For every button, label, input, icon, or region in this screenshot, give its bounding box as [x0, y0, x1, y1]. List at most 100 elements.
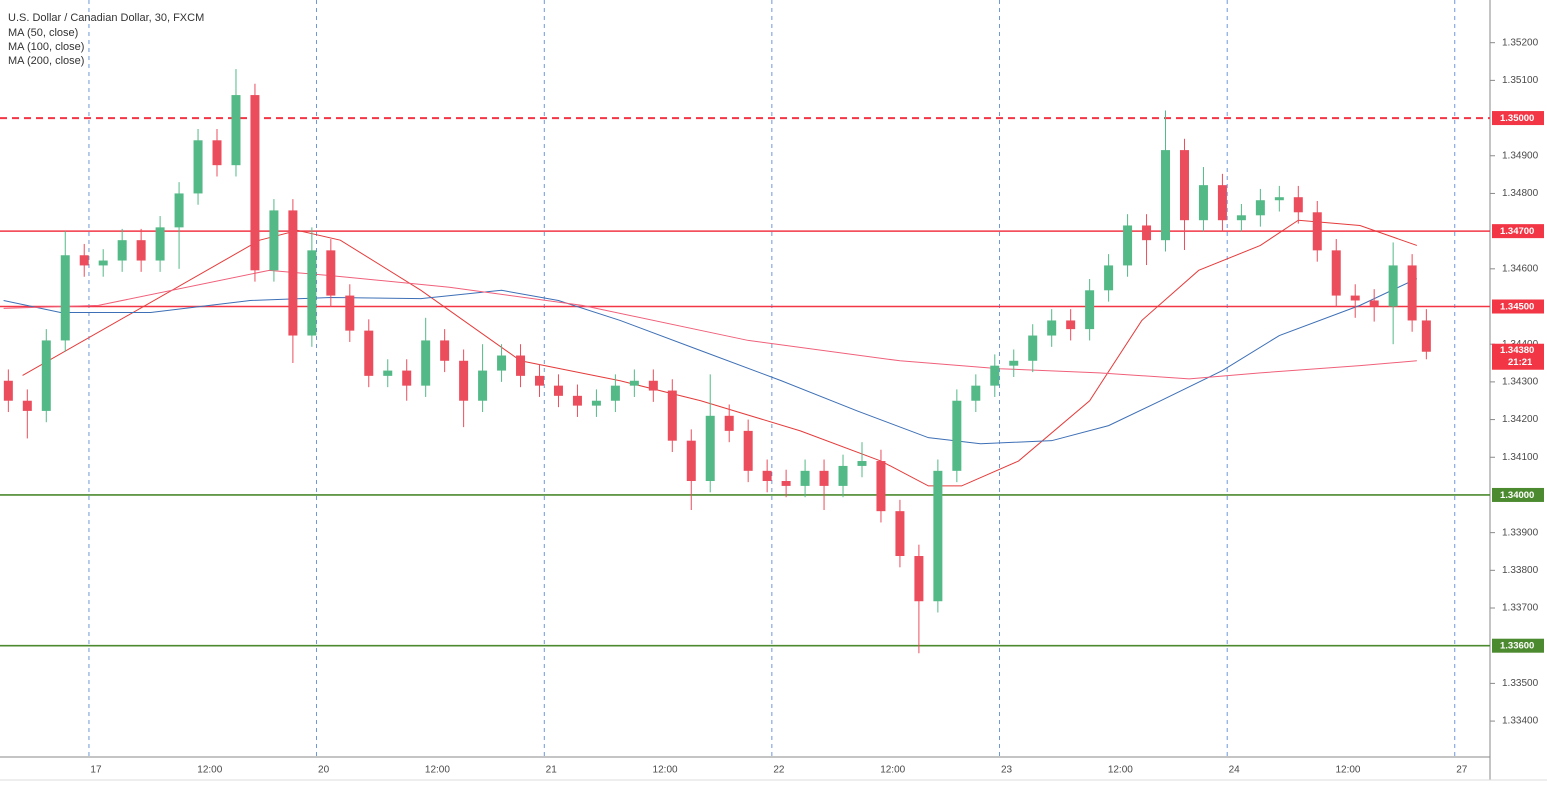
y-tick-label: 1.33900	[1502, 527, 1539, 538]
level-label-box	[1492, 299, 1544, 314]
y-tick-label: 1.33700	[1502, 603, 1539, 614]
y-tick-label: 1.35200	[1502, 37, 1539, 48]
moving-average-line	[3, 278, 1418, 445]
candle-body	[629, 380, 639, 386]
candle-body	[933, 470, 943, 602]
candle-body	[876, 461, 886, 512]
candle-body	[1028, 335, 1038, 361]
y-tick-label: 1.34600	[1502, 263, 1539, 274]
y-tick-label: 1.34800	[1502, 188, 1539, 199]
y-tick-label: 1.34300	[1502, 377, 1539, 388]
candle-body	[838, 465, 848, 486]
candle-body	[288, 210, 298, 336]
candle-body	[1407, 265, 1417, 321]
candle-body	[1350, 295, 1360, 301]
candle-body	[952, 400, 962, 471]
candle-body	[686, 440, 696, 482]
countdown-label: 21:21	[1508, 357, 1533, 368]
last-price-box	[1492, 343, 1544, 370]
y-tick-label: 1.33800	[1502, 565, 1539, 576]
x-tick-label: 22	[773, 765, 785, 776]
x-tick-label: 20	[318, 765, 330, 776]
candle-body	[41, 340, 51, 411]
moving-average-line	[3, 269, 1417, 380]
y-tick-label: 1.34900	[1502, 150, 1539, 161]
candle-body	[269, 210, 279, 271]
x-tick-label: 12:00	[1108, 765, 1133, 776]
x-tick-label: 17	[90, 765, 102, 776]
candle-body	[743, 430, 753, 471]
legend-entry: MA (200, close)	[8, 55, 84, 67]
candle-body	[667, 390, 677, 441]
candle-body	[762, 470, 772, 482]
level-label-box	[1492, 111, 1544, 126]
axes: 17 12:00 20 12:00 21 12:00 22 12:00 23 12:00 24 12:…	[90, 37, 1544, 776]
candle-body	[1388, 265, 1398, 307]
level-label: 1.35000	[1500, 113, 1534, 124]
candle-body	[705, 415, 715, 482]
candle-body	[307, 250, 317, 336]
x-tick-label: 23	[1001, 765, 1013, 776]
candle-body	[1161, 150, 1171, 241]
level-label: 1.34700	[1500, 226, 1534, 237]
y-tick-label: 1.34100	[1502, 452, 1539, 463]
candle-body	[648, 380, 658, 391]
candle-body	[1369, 300, 1379, 307]
candle-body	[535, 375, 545, 386]
candle-body	[98, 260, 108, 266]
candle-body	[1217, 185, 1227, 221]
candle-body	[345, 295, 355, 331]
candle-body	[478, 370, 488, 401]
candle-body	[117, 240, 127, 261]
candle-body	[971, 385, 981, 401]
candle-body	[497, 355, 507, 371]
x-tick-label: 12:00	[653, 765, 678, 776]
candle-body	[1293, 197, 1303, 213]
y-tick-label: 1.33500	[1502, 678, 1539, 689]
candle-body	[516, 355, 526, 376]
level-label: 1.33600	[1500, 641, 1534, 652]
candle-body	[231, 95, 241, 166]
candles	[3, 69, 1431, 654]
candle-body	[1274, 197, 1284, 201]
candle-body	[895, 511, 905, 557]
candle-body	[572, 395, 582, 406]
candle-body	[1009, 360, 1019, 366]
candle-body	[1198, 185, 1208, 221]
chart-title: U.S. Dollar / Canadian Dollar, 30, FXCM	[8, 12, 204, 24]
candle-body	[914, 556, 924, 602]
x-tick-label: 12:00	[880, 765, 905, 776]
y-tick-label: 1.35100	[1502, 75, 1539, 86]
candle-body	[402, 370, 412, 386]
candle-body	[724, 415, 734, 431]
x-tick-label: 12:00	[1335, 765, 1360, 776]
candle-body	[60, 255, 70, 341]
candle-body	[610, 385, 620, 401]
candle-body	[1331, 250, 1341, 296]
candle-body	[212, 140, 222, 166]
candle-body	[421, 340, 431, 386]
candle-body	[1123, 225, 1133, 266]
x-tick-label: 12:00	[425, 765, 450, 776]
candle-body	[364, 330, 374, 376]
candle-body	[22, 400, 32, 411]
candle-body	[1104, 265, 1114, 291]
candle-body	[1085, 290, 1095, 330]
y-tick-label: 1.34200	[1502, 414, 1539, 425]
candle-body	[3, 380, 13, 401]
candle-body	[1255, 200, 1265, 216]
level-label-box	[1492, 487, 1544, 502]
candle-body	[440, 340, 450, 361]
x-tick-label: 21	[546, 765, 558, 776]
candle-body	[155, 227, 165, 261]
candle-body	[857, 461, 867, 466]
candle-body	[1236, 215, 1246, 221]
x-tick-label: 24	[1229, 765, 1241, 776]
candle-body	[591, 400, 601, 406]
x-tick-label: 27	[1456, 765, 1468, 776]
candle-body	[1047, 320, 1057, 336]
candle-body	[174, 193, 184, 228]
grid	[88, 0, 1456, 757]
candle-body	[553, 385, 563, 396]
